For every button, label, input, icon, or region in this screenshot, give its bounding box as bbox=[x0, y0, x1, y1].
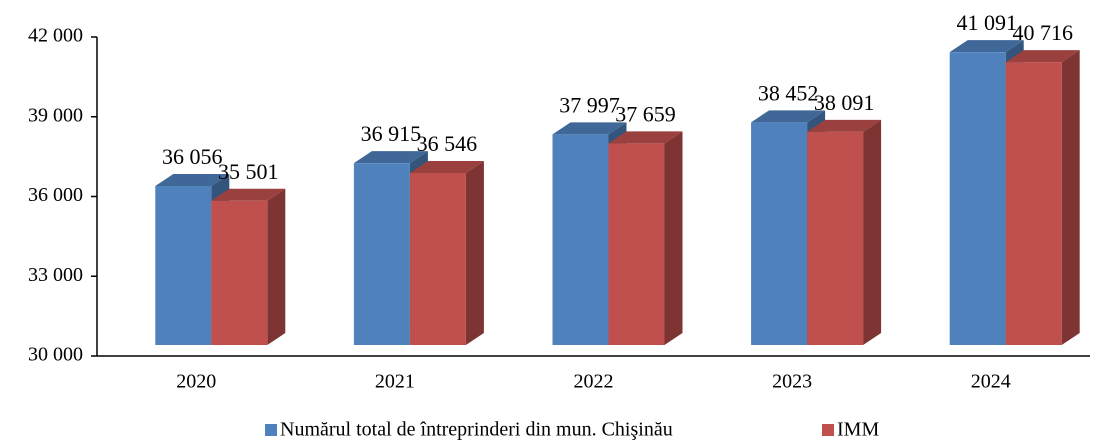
value-label: 38 452 bbox=[758, 80, 819, 105]
bar-top bbox=[211, 188, 286, 201]
bar-top bbox=[409, 160, 484, 173]
bar-side bbox=[863, 119, 882, 346]
x-tick-label: 2021 bbox=[375, 371, 415, 393]
x-tick-label: 2023 bbox=[772, 371, 812, 393]
bar-side bbox=[465, 160, 484, 345]
bar-top bbox=[353, 151, 428, 164]
bar-top bbox=[751, 110, 826, 123]
bar-side bbox=[1061, 50, 1080, 346]
legend-label: IMM bbox=[837, 419, 879, 441]
bar bbox=[353, 163, 410, 345]
bar-top bbox=[807, 119, 882, 132]
bar bbox=[751, 122, 808, 346]
bar-top bbox=[608, 131, 683, 144]
bar-top bbox=[949, 40, 1024, 53]
value-label: 41 091 bbox=[956, 10, 1017, 35]
legend-swatch bbox=[822, 424, 834, 436]
bar bbox=[807, 131, 864, 345]
value-label: 36 915 bbox=[361, 121, 422, 146]
bar bbox=[409, 172, 466, 345]
value-label: 37 659 bbox=[615, 101, 676, 126]
value-label: 35 501 bbox=[218, 159, 279, 184]
value-label: 38 091 bbox=[814, 90, 875, 115]
bar bbox=[1005, 62, 1062, 346]
bar-side bbox=[267, 188, 286, 345]
value-label: 40 716 bbox=[1012, 20, 1073, 45]
bar bbox=[155, 186, 212, 345]
bar-top bbox=[552, 122, 627, 135]
x-tick-label: 2024 bbox=[971, 371, 1011, 393]
bar bbox=[608, 143, 665, 345]
legend-label: Numărul total de întreprinderi din mun. … bbox=[280, 419, 673, 441]
y-tick-label: 39 000 bbox=[28, 104, 83, 126]
bar-top bbox=[155, 174, 230, 187]
value-label: 36 056 bbox=[162, 144, 223, 169]
bar bbox=[211, 200, 268, 345]
y-tick-label: 30 000 bbox=[28, 344, 83, 366]
bar bbox=[949, 52, 1006, 346]
y-tick-label: 33 000 bbox=[28, 264, 83, 286]
x-tick-label: 2022 bbox=[574, 371, 614, 393]
bar-top bbox=[1005, 50, 1080, 63]
y-tick-label: 42 000 bbox=[28, 25, 83, 47]
value-label: 37 997 bbox=[559, 92, 620, 117]
bar-side bbox=[664, 131, 683, 345]
value-label: 36 546 bbox=[417, 131, 478, 156]
legend-swatch bbox=[265, 424, 277, 436]
y-tick-label: 36 000 bbox=[28, 184, 83, 206]
x-tick-label: 2020 bbox=[176, 371, 216, 393]
bar bbox=[552, 134, 609, 345]
